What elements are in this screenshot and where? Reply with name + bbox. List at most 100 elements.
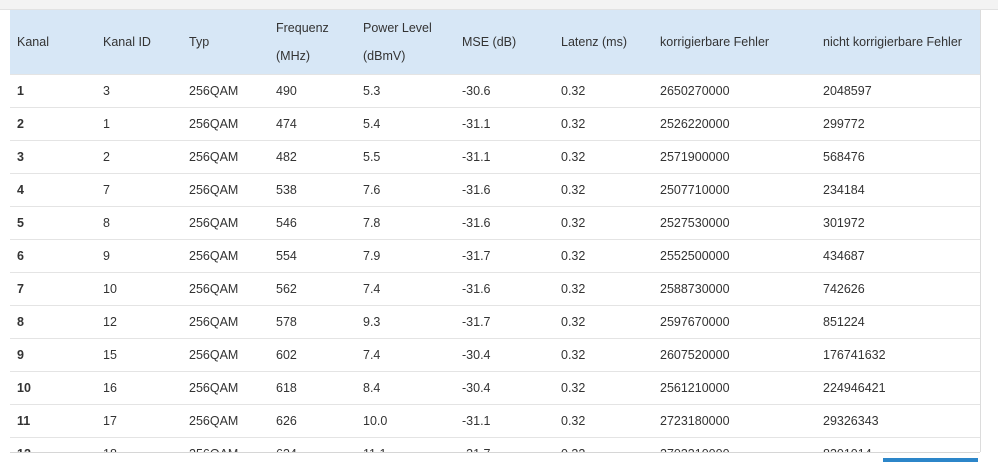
- table-cell: 256QAM: [182, 272, 269, 306]
- header-cell: Typ: [182, 10, 269, 75]
- header-line: (MHz): [276, 49, 311, 63]
- table-cell: -30.6: [455, 74, 554, 108]
- table-cell: 1: [10, 74, 96, 108]
- table-cell: 578: [269, 305, 356, 339]
- table-cell: 7.4: [356, 338, 455, 372]
- table-cell: 234184: [816, 173, 980, 207]
- table-cell: 2526220000: [653, 107, 816, 141]
- table-cell: 2650270000: [653, 74, 816, 108]
- table-cell: 8.4: [356, 371, 455, 405]
- table-cell: 8: [10, 305, 96, 339]
- table-cell: 7.8: [356, 206, 455, 240]
- header-cell: Frequenz (MHz): [269, 10, 356, 75]
- table-cell: 0.32: [554, 371, 653, 405]
- table-cell: 2552500000: [653, 239, 816, 273]
- table-cell: 0.32: [554, 272, 653, 306]
- table-row: 2 1 256QAM 474 5.4 -31.1 0.32 2526220000 299772: [10, 107, 980, 141]
- table-cell: 15: [96, 338, 182, 372]
- header-row: Kanal Kanal ID Typ Frequenz (MHz) Power Level…: [10, 10, 980, 75]
- table-cell: 6: [10, 239, 96, 273]
- table-row: 5 8 256QAM 546 7.8 -31.6 0.32 2527530000 301972: [10, 206, 980, 240]
- table-cell: 7: [96, 173, 182, 207]
- table-cell: 256QAM: [182, 206, 269, 240]
- table-cell: 2703210000: [653, 437, 816, 452]
- header-line: Frequenz: [276, 21, 329, 35]
- table-cell: -31.7: [455, 437, 554, 452]
- table-cell: 2: [96, 140, 182, 174]
- table-cell: 0.32: [554, 437, 653, 452]
- table-cell: -31.1: [455, 404, 554, 438]
- table-cell: -31.6: [455, 206, 554, 240]
- table-cell: 2527530000: [653, 206, 816, 240]
- table-cell: 7: [10, 272, 96, 306]
- table-cell: 256QAM: [182, 371, 269, 405]
- table-cell: 17: [96, 404, 182, 438]
- table-cell: 11.1: [356, 437, 455, 452]
- table-cell: 2571900000: [653, 140, 816, 174]
- table-cell: 490: [269, 74, 356, 108]
- table-cell: 2588730000: [653, 272, 816, 306]
- table-cell: 256QAM: [182, 404, 269, 438]
- table-cell: 10.0: [356, 404, 455, 438]
- table-cell: 546: [269, 206, 356, 240]
- table-cell: 474: [269, 107, 356, 141]
- table-row: 8 12 256QAM 578 9.3 -31.7 0.32 2597670000 851224: [10, 305, 980, 339]
- table-row: 7 10 256QAM 562 7.4 -31.6 0.32 2588730000 742626: [10, 272, 980, 306]
- table-cell: 0.32: [554, 107, 653, 141]
- table-cell: 301972: [816, 206, 980, 240]
- table-cell: 256QAM: [182, 173, 269, 207]
- table-cell: 634: [269, 437, 356, 452]
- table-cell: 482: [269, 140, 356, 174]
- table-cell: 0.32: [554, 404, 653, 438]
- table-cell: 742626: [816, 272, 980, 306]
- table-cell: 538: [269, 173, 356, 207]
- table-cell: 9.3: [356, 305, 455, 339]
- table-row: 11 17 256QAM 626 10.0 -31.1 0.32 2723180000 2932…: [10, 404, 980, 438]
- table-cell: 12: [96, 305, 182, 339]
- table-cell: 7.9: [356, 239, 455, 273]
- table-cell: 9: [96, 239, 182, 273]
- table-cell: 2597670000: [653, 305, 816, 339]
- table-cell: 256QAM: [182, 305, 269, 339]
- table-cell: 9: [10, 338, 96, 372]
- table-cell: 256QAM: [182, 140, 269, 174]
- table-cell: 2048597: [816, 74, 980, 108]
- table-row: 9 15 256QAM 602 7.4 -30.4 0.32 2607520000 176741…: [10, 338, 980, 372]
- table-cell: -31.1: [455, 140, 554, 174]
- table-cell: 7.6: [356, 173, 455, 207]
- table-cell: 5: [10, 206, 96, 240]
- table-cell: 224946421: [816, 371, 980, 405]
- table-cell: 0.32: [554, 338, 653, 372]
- table-cell: 3: [96, 74, 182, 108]
- table-cell: -31.1: [455, 107, 554, 141]
- table-cell: 5.3: [356, 74, 455, 108]
- top-bar: [0, 0, 998, 10]
- table-cell: 626: [269, 404, 356, 438]
- table-cell: 602: [269, 338, 356, 372]
- table-cell: 0.32: [554, 239, 653, 273]
- table-cell: 256QAM: [182, 107, 269, 141]
- table-cell: 0.32: [554, 74, 653, 108]
- scroll-indicator: [883, 458, 978, 462]
- channel-table: Kanal Kanal ID Typ Frequenz (MHz) Power Level…: [10, 10, 980, 452]
- table-cell: 10: [96, 272, 182, 306]
- table-cell: 0.32: [554, 305, 653, 339]
- table-cell: 618: [269, 371, 356, 405]
- table-cell: 256QAM: [182, 437, 269, 452]
- table-cell: -31.6: [455, 173, 554, 207]
- table-cell: 0.32: [554, 140, 653, 174]
- table-row: 3 2 256QAM 482 5.5 -31.1 0.32 2571900000 568476: [10, 140, 980, 174]
- table-cell: 256QAM: [182, 338, 269, 372]
- header-cell: Latenz (ms): [554, 10, 653, 75]
- table-cell: -31.7: [455, 305, 554, 339]
- table-cell: 256QAM: [182, 239, 269, 273]
- table-row: 1 3 256QAM 490 5.3 -30.6 0.32 2650270000 2048597: [10, 74, 980, 108]
- table-cell: 2607520000: [653, 338, 816, 372]
- table-cell: -30.4: [455, 371, 554, 405]
- table-cell: 11: [10, 404, 96, 438]
- table-body: 1 3 256QAM 490 5.3 -30.6 0.32 2650270000 2048597…: [10, 74, 980, 452]
- table-cell: 568476: [816, 140, 980, 174]
- table-cell: 7.4: [356, 272, 455, 306]
- table-cell: 562: [269, 272, 356, 306]
- table-row: 10 16 256QAM 618 8.4 -30.4 0.32 2561210000 22494…: [10, 371, 980, 405]
